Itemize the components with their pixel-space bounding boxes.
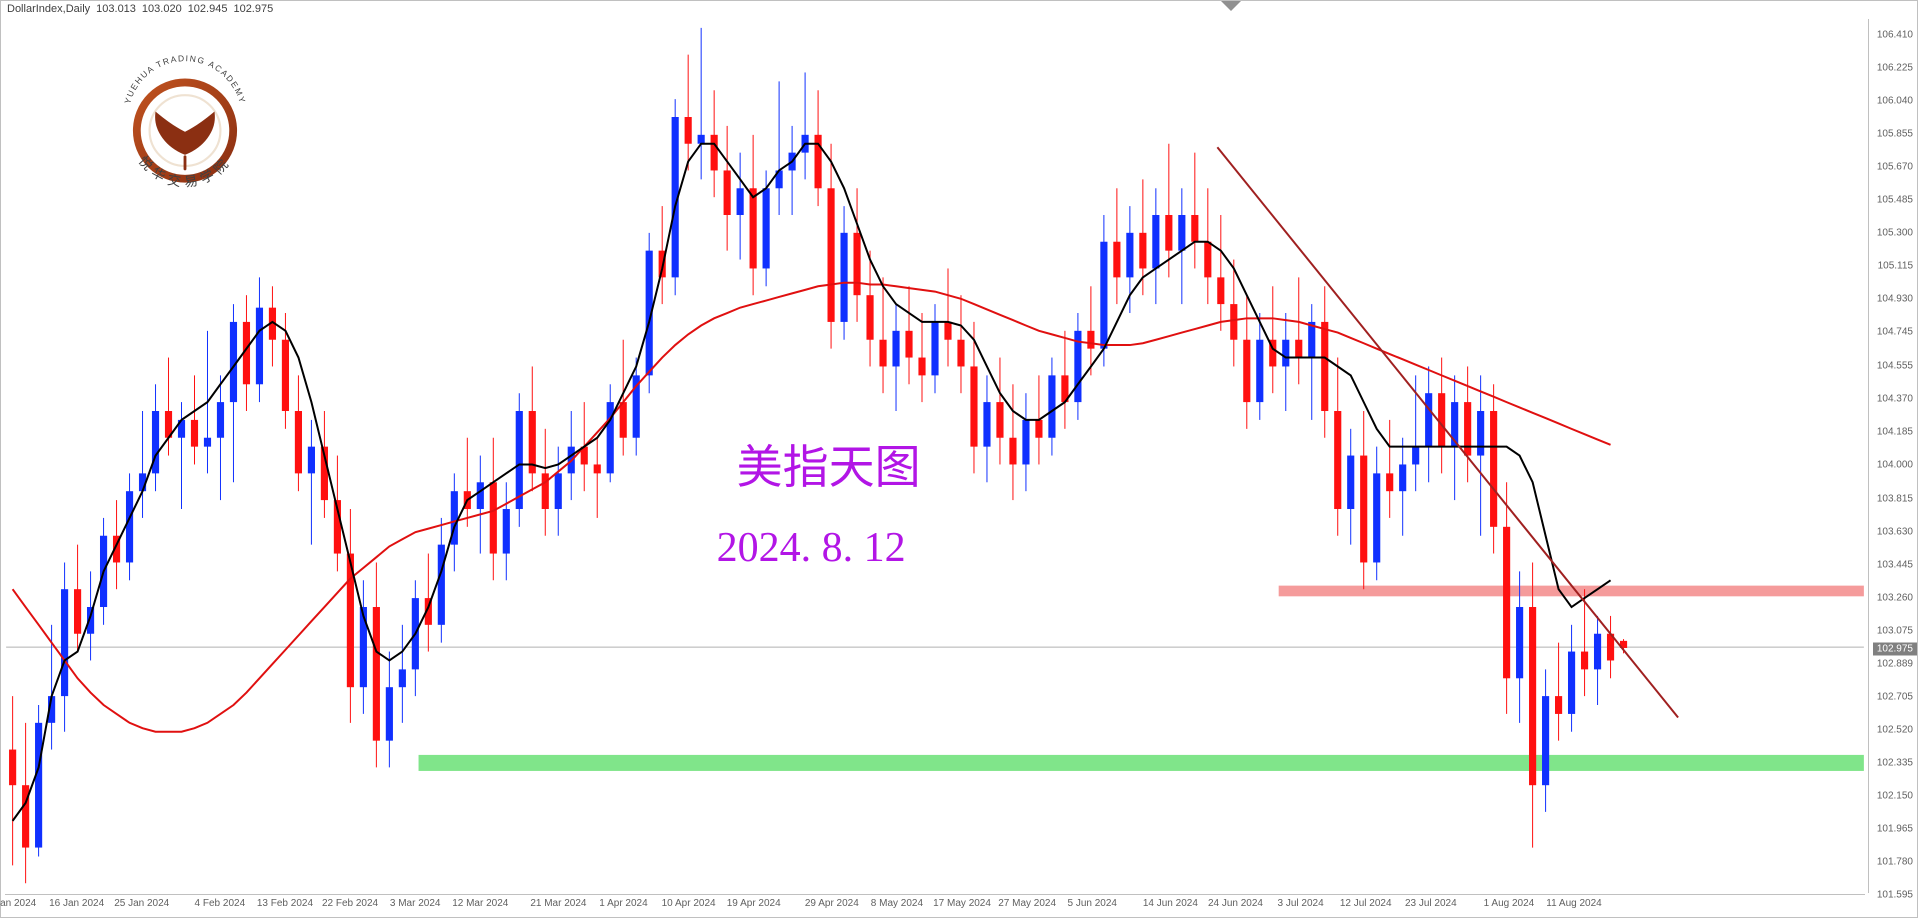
y-tick-label: 102.335: [1877, 757, 1913, 768]
y-tick-label: 105.300: [1877, 228, 1913, 239]
y-tick-label: 103.630: [1877, 526, 1913, 537]
y-tick-label: 103.815: [1877, 493, 1913, 504]
x-tick-label: 3 Mar 2024: [390, 898, 441, 909]
x-tick-label: 21 Mar 2024: [530, 898, 586, 909]
chevron-down-icon[interactable]: [1221, 1, 1241, 11]
y-tick-label: 103.260: [1877, 592, 1913, 603]
chart-overlay-date: 2024. 8. 12: [717, 515, 906, 582]
x-tick-label: 16 Jan 2024: [49, 898, 104, 909]
x-tick-label: 3 Jul 2024: [1278, 898, 1324, 909]
x-tick-label: 13 Feb 2024: [257, 898, 313, 909]
watermark-logo: YUEHUA TRADING ACADEMY 悦华交易学院: [75, 41, 295, 301]
x-tick-label: 1 Apr 2024: [599, 898, 647, 909]
ohlc-high: 103.020: [142, 3, 182, 15]
price-chart-area[interactable]: 美指天图 2024. 8. 12 YUEHUA TRADING ACADEMY: [5, 19, 1865, 893]
resistance-zone: [1279, 586, 1864, 597]
y-tick-label: 103.075: [1877, 625, 1913, 636]
ohlc-open: 103.013: [96, 3, 136, 15]
x-tick-label: 23 Jul 2024: [1405, 898, 1457, 909]
chart-window: DollarIndex,Daily 103.013 103.020 102.94…: [0, 0, 1918, 918]
down-trendline[interactable]: [1217, 147, 1678, 717]
x-tick-label: 22 Feb 2024: [322, 898, 378, 909]
y-tick-label: 102.150: [1877, 790, 1913, 801]
x-tick-label: 8 May 2024: [871, 898, 923, 909]
y-tick-label: 105.485: [1877, 195, 1913, 206]
x-tick-label: 27 May 2024: [998, 898, 1056, 909]
y-tick-label: 106.410: [1877, 30, 1913, 41]
slow_ma-line: [13, 283, 1611, 732]
y-tick-label: 106.225: [1877, 63, 1913, 74]
x-tick-label: 14 Jun 2024: [1143, 898, 1198, 909]
ohlc-close: 102.975: [233, 3, 273, 15]
time-x-axis: 7 Jan 202416 Jan 202425 Jan 20244 Feb 20…: [5, 894, 1865, 917]
x-tick-label: 24 Jun 2024: [1208, 898, 1263, 909]
y-tick-label: 104.185: [1877, 427, 1913, 438]
support-zone: [419, 755, 1864, 771]
logo-svg: YUEHUA TRADING ACADEMY 悦华交易学院: [100, 47, 270, 217]
y-tick-label: 101.780: [1877, 856, 1913, 867]
y-tick-label: 104.555: [1877, 361, 1913, 372]
x-tick-label: 17 May 2024: [933, 898, 991, 909]
chart-header: DollarIndex,Daily 103.013 103.020 102.94…: [7, 3, 273, 15]
x-tick-label: 5 Jun 2024: [1068, 898, 1118, 909]
x-tick-label: 4 Feb 2024: [195, 898, 246, 909]
x-tick-label: 25 Jan 2024: [114, 898, 169, 909]
y-tick-label: 105.855: [1877, 129, 1913, 140]
x-tick-label: 12 Jul 2024: [1340, 898, 1392, 909]
x-tick-label: 7 Jan 2024: [0, 898, 36, 909]
y-tick-label: 104.000: [1877, 460, 1913, 471]
ohlc-low: 102.945: [188, 3, 228, 15]
y-tick-label: 104.370: [1877, 394, 1913, 405]
y-tick-label: 105.115: [1878, 261, 1913, 272]
x-tick-label: 1 Aug 2024: [1484, 898, 1535, 909]
symbol-timeframe: DollarIndex,Daily: [7, 3, 90, 15]
x-tick-label: 29 Apr 2024: [805, 898, 859, 909]
y-tick-label: 102.705: [1877, 691, 1913, 702]
x-tick-label: 11 Aug 2024: [1546, 898, 1601, 909]
current-price-badge: 102.975: [1873, 642, 1917, 655]
y-tick-label: 104.930: [1877, 294, 1913, 305]
y-tick-label: 101.595: [1877, 890, 1913, 901]
price-y-axis: 106.410 106.225 106.040 105.855 105.670 105.4…: [1868, 19, 1917, 893]
x-tick-label: 10 Apr 2024: [662, 898, 716, 909]
y-tick-label: 102.520: [1877, 724, 1913, 735]
y-tick-label: 103.445: [1877, 559, 1913, 570]
x-tick-label: 19 Apr 2024: [727, 898, 781, 909]
y-tick-label: 104.745: [1877, 327, 1913, 338]
y-tick-label: 105.670: [1877, 162, 1913, 173]
y-tick-label: 106.040: [1877, 96, 1913, 107]
x-tick-label: 12 Mar 2024: [452, 898, 508, 909]
chart-overlay-title: 美指天图: [737, 431, 921, 505]
y-tick-label: 102.889: [1877, 658, 1913, 669]
y-tick-label: 101.965: [1877, 823, 1913, 834]
